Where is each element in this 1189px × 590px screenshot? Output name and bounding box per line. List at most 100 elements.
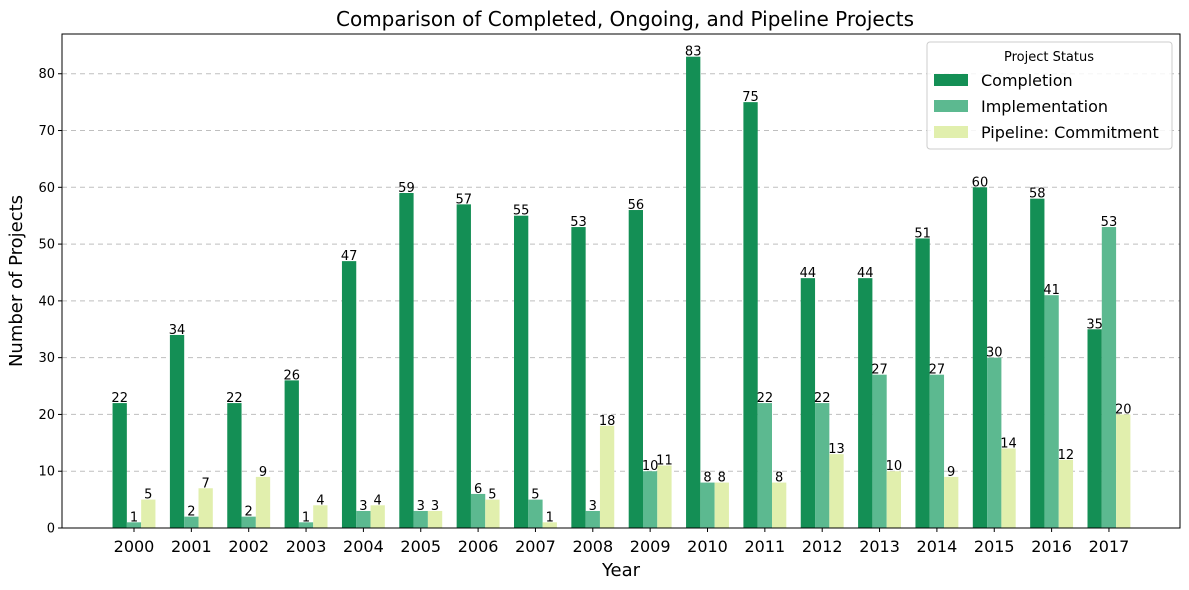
x-tick-label: 2001	[171, 537, 212, 556]
bar-pipeline-commitment	[829, 454, 844, 528]
data-label-pipeline-commitment: 12	[1058, 448, 1075, 463]
bar-implementation	[126, 522, 142, 528]
bar-implementation	[298, 522, 314, 528]
data-label-pipeline-commitment: 13	[828, 442, 845, 457]
data-label-implementation: 6	[474, 482, 482, 497]
legend-swatch-implementation	[934, 100, 968, 112]
bar-implementation	[815, 403, 830, 528]
bar-pipeline-commitment	[485, 499, 500, 528]
bar-completion	[456, 204, 471, 528]
data-label-completion: 75	[742, 90, 759, 105]
data-label-implementation: 2	[187, 505, 195, 520]
y-tick-label: 50	[38, 238, 55, 253]
data-label-completion: 53	[570, 215, 587, 230]
data-label-pipeline-commitment: 9	[259, 465, 267, 480]
data-label-completion: 35	[1086, 317, 1103, 332]
legend-label-completion: Completion	[981, 71, 1073, 90]
y-tick-label: 40	[38, 294, 55, 309]
x-tick-label: 2006	[458, 537, 499, 556]
legend-title: Project Status	[1004, 50, 1094, 65]
data-label-completion: 47	[341, 249, 358, 264]
bar-implementation	[1101, 227, 1117, 528]
x-tick-label: 2004	[343, 537, 384, 556]
x-tick-label: 2011	[744, 537, 785, 556]
bar-pipeline-commitment	[657, 465, 672, 528]
data-label-pipeline-commitment: 20	[1115, 402, 1132, 417]
x-tick-label: 2012	[802, 537, 843, 556]
data-label-completion: 34	[169, 323, 186, 338]
bar-pipeline-commitment	[1001, 448, 1016, 528]
data-label-implementation: 8	[703, 471, 711, 486]
data-label-completion: 26	[283, 368, 300, 383]
data-label-pipeline-commitment: 9	[947, 465, 955, 480]
data-label-completion: 22	[226, 391, 243, 406]
legend-label-pipeline-commitment: Pipeline: Commitment	[981, 123, 1159, 142]
bars	[112, 56, 1131, 528]
x-tick-label: 2013	[859, 537, 900, 556]
bar-completion	[1030, 198, 1045, 528]
y-axis-label: Number of Projects	[6, 195, 27, 367]
data-label-pipeline-commitment: 1	[546, 510, 554, 525]
bar-implementation	[241, 516, 256, 528]
bar-completion	[514, 215, 529, 528]
data-label-implementation: 5	[531, 488, 539, 503]
bar-completion	[399, 192, 414, 528]
x-tick-label: 2008	[572, 537, 613, 556]
bar-pipeline-commitment	[944, 476, 959, 528]
bar-completion	[112, 403, 127, 528]
x-tick-label: 2010	[687, 537, 728, 556]
x-tick-label: 2003	[286, 537, 327, 556]
data-label-pipeline-commitment: 11	[656, 454, 673, 469]
x-tick-label: 2000	[114, 537, 155, 556]
data-label-completion: 83	[685, 45, 702, 60]
legend-items: Completion Implementation Pipeline: Commit…	[934, 71, 1159, 142]
bar-pipeline-commitment	[772, 482, 787, 528]
legend-swatch-pipeline-commitment	[934, 126, 968, 138]
bar-pipeline-commitment	[542, 522, 557, 528]
data-label-implementation: 10	[642, 459, 659, 474]
data-label-implementation: 41	[1043, 283, 1060, 298]
bar-pipeline-commitment	[1116, 414, 1131, 528]
bar-completion	[972, 187, 988, 528]
y-axis-ticks: 0 10 20 30 40 50 60 70 80	[38, 67, 62, 537]
bar-implementation	[872, 374, 887, 528]
y-tick-label: 80	[38, 67, 55, 82]
bar-completion	[858, 278, 873, 528]
bar-pipeline-commitment	[141, 499, 156, 528]
data-label-pipeline-commitment: 8	[775, 471, 783, 486]
data-label-pipeline-commitment: 3	[431, 499, 439, 514]
bar-implementation	[184, 516, 199, 528]
data-label-implementation: 1	[302, 510, 310, 525]
bar-implementation	[413, 510, 428, 528]
data-label-completion: 59	[398, 181, 415, 196]
bar-implementation	[700, 482, 715, 528]
x-tick-label: 2016	[1031, 537, 1072, 556]
data-label-completion: 58	[1029, 187, 1046, 202]
data-label-pipeline-commitment: 10	[886, 459, 903, 474]
legend-box	[926, 41, 1173, 150]
x-tick-label: 2002	[228, 537, 269, 556]
data-label-completion: 55	[513, 204, 530, 219]
data-label-implementation: 27	[929, 363, 946, 378]
legend-swatch-completion	[934, 74, 968, 86]
data-label-pipeline-commitment: 18	[599, 414, 616, 429]
data-label-implementation: 2	[245, 505, 253, 520]
data-label-completion: 51	[914, 226, 931, 241]
data-label-implementation: 22	[814, 391, 831, 406]
bar-completion	[743, 102, 758, 528]
bar-implementation	[356, 510, 371, 528]
data-label-pipeline-commitment: 14	[1000, 437, 1017, 452]
bar-completion	[284, 380, 299, 528]
x-tick-label: 2015	[974, 537, 1015, 556]
bar-implementation	[1044, 295, 1059, 528]
data-label-implementation: 3	[589, 499, 597, 514]
data-label-pipeline-commitment: 8	[718, 471, 726, 486]
y-tick-label: 30	[38, 351, 55, 366]
data-label-completion: 56	[628, 198, 645, 213]
bar-pipeline-commitment	[714, 482, 729, 528]
bar-completion	[341, 261, 357, 528]
data-label-pipeline-commitment: 4	[316, 493, 324, 508]
